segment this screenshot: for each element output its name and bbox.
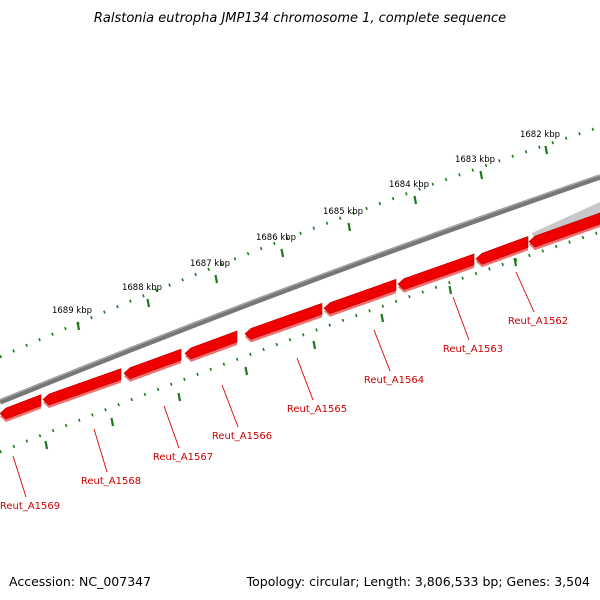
- gene-leader-line: [373, 329, 391, 372]
- inner-tick-mark: [44, 440, 49, 450]
- gene-label[interactable]: Reut_A1568: [81, 476, 141, 487]
- kbp-tick-label: 1684 kbp: [389, 180, 429, 190]
- gene-arrow[interactable]: [397, 253, 475, 290]
- kbp-tick-mark: [479, 170, 484, 180]
- gene-leader-line: [163, 405, 180, 449]
- gene-arrow[interactable]: [475, 235, 529, 265]
- gene-label[interactable]: Reut_A1565: [287, 404, 347, 415]
- kbp-tick-mark: [214, 274, 219, 284]
- gene-leader-line: [296, 357, 314, 401]
- gene-arrow[interactable]: [0, 394, 42, 420]
- outer-tick-ring: [0, 125, 600, 359]
- kbp-tick-mark: [347, 222, 352, 232]
- gene-leader-line: [93, 428, 108, 473]
- gene-label[interactable]: Reut_A1563: [443, 344, 503, 355]
- inner-tick-mark: [177, 392, 182, 402]
- gene-leader-line: [221, 384, 239, 428]
- kbp-tick-label: 1687 kbp: [190, 259, 230, 269]
- kbp-tick-mark: [544, 145, 549, 155]
- gene-arrow[interactable]: [42, 368, 122, 406]
- gene-label[interactable]: Reut_A1564: [364, 375, 424, 386]
- gene-label[interactable]: Reut_A1567: [153, 452, 213, 463]
- gene-arrow[interactable]: [528, 212, 600, 248]
- map-title: Ralstonia eutropha JMP134 chromosome 1, …: [94, 11, 506, 26]
- gene-leader-line: [12, 455, 27, 498]
- inner-tick-mark: [110, 417, 115, 427]
- inner-ticks: [44, 257, 518, 450]
- gene-leader-line: [452, 296, 470, 341]
- kbp-tick-label: 1686 kbp: [256, 233, 296, 243]
- kbp-tick-label: 1688 kbp: [122, 283, 162, 293]
- kbp-ticks: 1682 kbp 1683 kbp 1684 kbp 1685 kbp 1686 kbp…: [52, 130, 560, 331]
- accession-text: Accession: NC_007347: [9, 574, 151, 589]
- gene-arrow[interactable]: [323, 278, 397, 315]
- kbp-tick-label: 1683 kbp: [455, 155, 495, 165]
- inner-tick-mark: [448, 285, 453, 295]
- inner-tick-mark: [380, 313, 385, 323]
- gene-labels: Reut_A1562 Reut_A1563 Reut_A1564 Reut_A1565…: [0, 271, 568, 512]
- gene-arrow[interactable]: [123, 348, 182, 380]
- gene-arrow[interactable]: [184, 330, 238, 360]
- outer-tick-dots: [0, 125, 600, 359]
- backbone-highlight: [0, 174, 600, 401]
- gene-label[interactable]: Reut_A1562: [508, 316, 568, 327]
- chromosome-backbone: [0, 174, 600, 405]
- gene-arrow[interactable]: [244, 302, 323, 340]
- inner-tick-mark: [244, 366, 249, 376]
- kbp-tick-mark: [280, 248, 285, 258]
- gene-label[interactable]: Reut_A1569: [0, 501, 60, 512]
- kbp-tick-mark: [146, 298, 151, 308]
- inner-tick-mark: [312, 340, 317, 350]
- kbp-tick-mark: [76, 321, 81, 331]
- gene-label[interactable]: Reut_A1566: [212, 431, 272, 442]
- backbone-line: [0, 174, 600, 405]
- inner-tick-dots: [0, 230, 600, 454]
- inner-tick-mark: [513, 257, 518, 267]
- genome-summary: Topology: circular; Length: 3,806,533 bp…: [246, 574, 590, 589]
- kbp-tick-label: 1685 kbp: [323, 207, 363, 217]
- kbp-tick-label: 1689 kbp: [52, 306, 92, 316]
- inner-tick-ring: [0, 230, 600, 454]
- kbp-tick-label: 1682 kbp: [520, 130, 560, 140]
- gene-leader-line: [515, 271, 535, 313]
- gene-track: [0, 212, 600, 422]
- kbp-tick-mark: [413, 195, 418, 205]
